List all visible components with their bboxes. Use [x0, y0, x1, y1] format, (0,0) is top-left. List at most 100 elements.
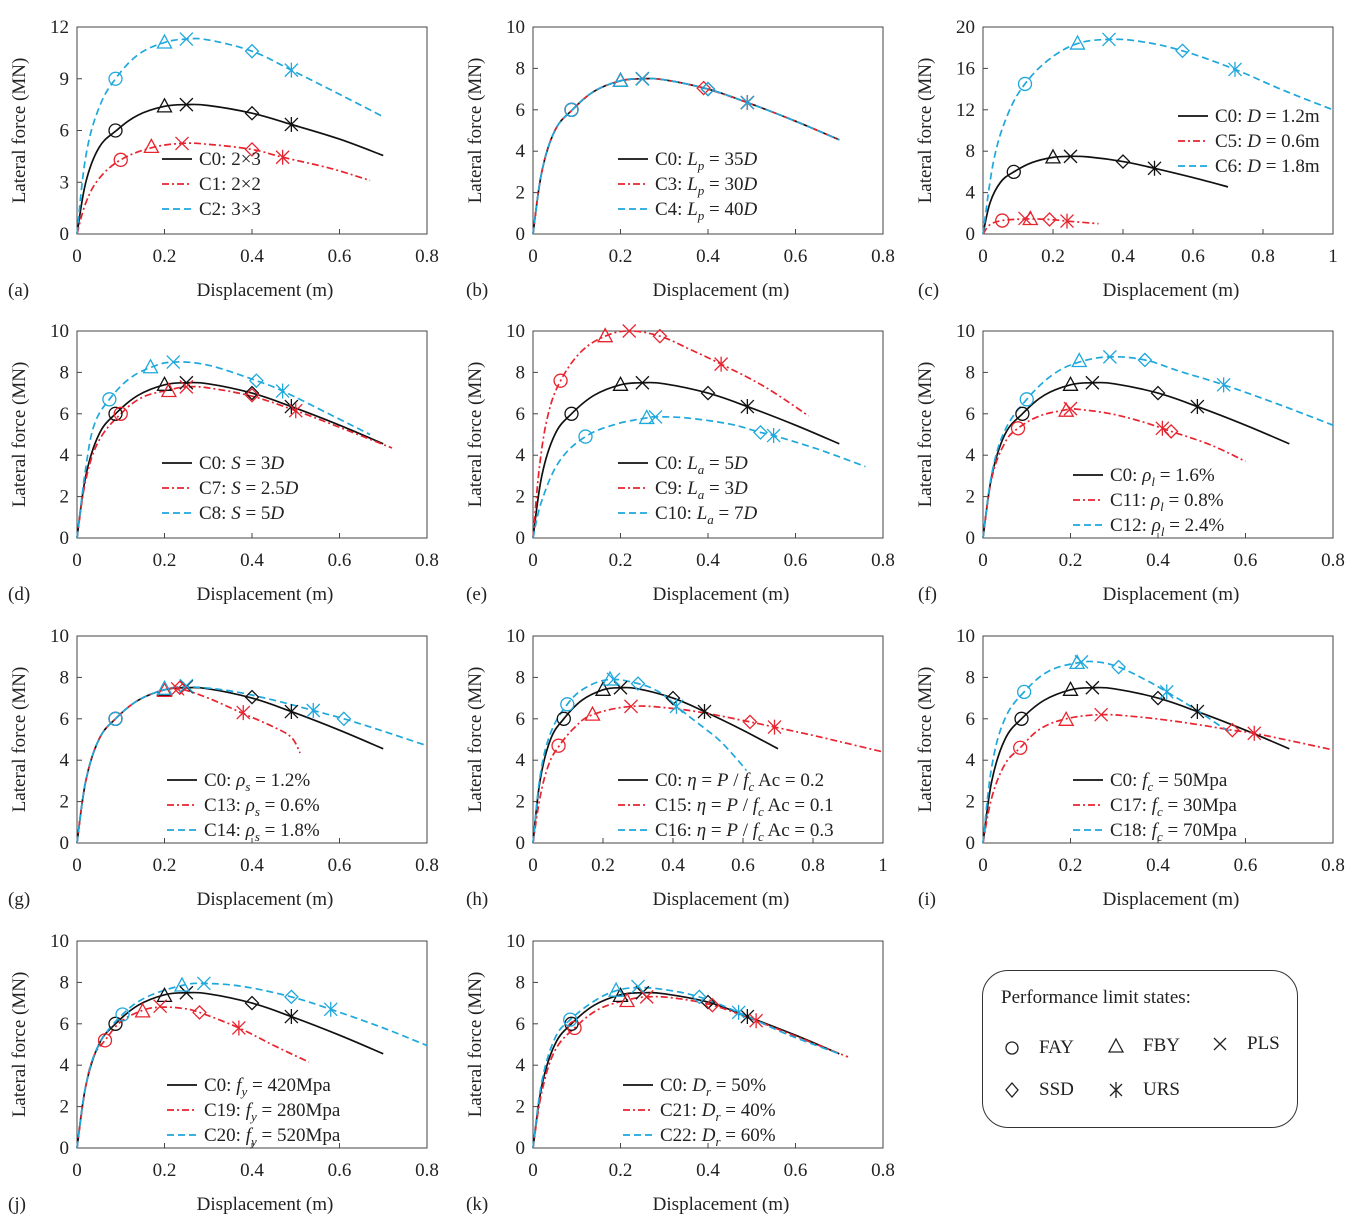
series-line-c0: [982, 381, 1290, 539]
x-tick-label: 0.6: [784, 1160, 808, 1181]
y-tick-label: 4: [966, 445, 976, 466]
x-marker-pls: [1074, 654, 1089, 669]
legend-item-pls: PLS: [1209, 1033, 1280, 1055]
asterisk-marker-urs: [740, 95, 755, 111]
x-tick-label: 0.8: [871, 246, 895, 267]
panel-label: (j): [8, 1194, 26, 1215]
x-marker-pls: [635, 71, 650, 86]
asterisk-marker-urs: [284, 62, 299, 78]
asterisk-marker-urs: [1155, 420, 1170, 436]
y-tick-label: 0: [516, 1138, 526, 1159]
triangle-marker-fby: [597, 327, 614, 343]
x-tick-label: 0: [978, 550, 988, 571]
diamond-marker-ssd: [652, 328, 668, 344]
panel-label: (d): [8, 584, 30, 605]
x-tick-label: 0: [72, 1160, 82, 1181]
legend-entry-label: C17: fc = 30Mpa: [1110, 795, 1237, 819]
y-tick-label: 2: [60, 792, 70, 813]
x-tick-label: 0.8: [871, 1160, 895, 1181]
x-tick-label: 0.4: [240, 246, 264, 267]
asterisk-marker-urs: [231, 1020, 246, 1036]
legend-entry-label: C15: η = P / fc Ac = 0.1: [655, 795, 834, 819]
legend-entry-label: C3: Lp = 30D: [655, 174, 758, 198]
x-tick-label: 0.8: [1321, 855, 1345, 876]
circle-marker-fay: [113, 406, 128, 421]
x-tick-label: 0.6: [328, 246, 352, 267]
circle-marker-fay: [563, 1012, 578, 1027]
diamond-marker-ssd: [700, 81, 716, 97]
triangle-marker-fby: [143, 138, 160, 154]
limit-state-markers-c9: [553, 324, 729, 388]
triangle-marker-fby: [638, 409, 655, 425]
triangle-marker-fby: [1069, 34, 1086, 50]
x-axis-label: Displacement (m): [653, 280, 790, 301]
asterisk-marker-urs: [1190, 399, 1205, 415]
y-tick-label: 0: [966, 224, 976, 245]
asterisk-marker-urs: [284, 1009, 299, 1025]
x-axis-label: Displacement (m): [197, 584, 334, 605]
y-tick-label: 8: [966, 362, 976, 383]
x-tick-label: 0.8: [1251, 246, 1275, 267]
y-axis-label: Lateral force (MN): [465, 362, 486, 508]
legend-entry-label: C0: fc = 50Mpa: [1110, 770, 1228, 794]
circle-marker-fay: [1015, 406, 1030, 421]
asterisk-marker-urs: [284, 704, 299, 720]
triangle-marker-fby: [612, 71, 629, 87]
panel-label: (f): [918, 584, 937, 605]
asterisk-marker-urs: [1060, 213, 1074, 229]
series-line-c6: [982, 38, 1334, 235]
x-tick-label: 0.6: [1234, 550, 1258, 571]
legend-entry-label: C0: La = 5D: [655, 453, 748, 477]
circle-marker-fay: [1016, 684, 1032, 700]
x-axis-label: Displacement (m): [1103, 280, 1240, 301]
circle-marker-fay: [578, 429, 593, 444]
diamond-marker-ssd: [753, 425, 768, 440]
y-tick-label: 0: [516, 528, 526, 549]
x-marker-pls: [1102, 349, 1117, 364]
y-tick-label: 8: [60, 362, 70, 383]
series-legend: C0: ρs = 1.2%C13: ρs = 0.6%C14: ρs = 1.8…: [167, 770, 320, 844]
legend-entry-label: C8: S = 5D: [199, 503, 284, 524]
x-marker-pls: [1085, 680, 1100, 695]
x-marker-pls: [179, 379, 194, 394]
legend-entry-label: C12: ρl = 2.4%: [1110, 515, 1224, 539]
y-axis-label: Lateral force (MN): [915, 667, 936, 813]
x-tick-label: 0.2: [153, 855, 177, 876]
x-axis-label: Displacement (m): [1103, 584, 1240, 605]
x-tick-label: 0: [978, 855, 988, 876]
panel-label: (b): [466, 280, 488, 301]
y-tick-label: 4: [60, 445, 70, 466]
diamond-marker-ssd: [1224, 722, 1240, 738]
diamond-marker-ssd: [244, 142, 260, 157]
circle-marker-icon: [1005, 1041, 1019, 1055]
series-legend: C0: S = 3D C7: S = 2.5D C8: S = 5D: [162, 453, 299, 524]
y-tick-label: 12: [956, 100, 975, 121]
y-tick-label: 8: [516, 58, 526, 79]
legend-entry-label: C0: Lp = 35D: [655, 149, 758, 173]
asterisk-marker-urs: [1190, 704, 1205, 720]
diamond-marker-ssd: [248, 373, 264, 389]
limit-state-markers-c1: [113, 136, 290, 167]
diamond-marker-ssd: [1042, 212, 1057, 227]
legend-entry-label: C20: fy = 520Mpa: [204, 1125, 341, 1149]
x-tick-label: 0.6: [1181, 246, 1205, 267]
y-tick-label: 0: [60, 528, 70, 549]
x-tick-label: 0: [72, 246, 82, 267]
limit-state-markers-c19: [97, 999, 246, 1048]
x-axis-label: Displacement (m): [197, 889, 334, 910]
asterisk-marker-urs: [766, 428, 781, 444]
legend-entry-label: C5: D = 0.6m: [1215, 131, 1320, 152]
triangle-marker-fby: [618, 992, 636, 1008]
y-tick-label: 2: [966, 487, 976, 508]
chart-panel-i: 0 0.2 0.4 0.6 0.8 0 2 4 6 8 10 Displacement (m) Late…: [915, 626, 1345, 910]
x-marker-pls: [648, 409, 663, 424]
triangle-marker-fby: [156, 33, 173, 49]
y-tick-label: 8: [516, 667, 526, 688]
series-legend: C0: Dr = 50%C21: Dr = 40%C22: Dr = 60%: [623, 1075, 776, 1149]
diamond-marker-ssd: [1115, 154, 1131, 169]
x-tick-label: 0.4: [1111, 246, 1135, 267]
triangle-marker-icon: [1107, 1037, 1125, 1053]
chart-panel-a: 0 0.2 0.4 0.6 0.8 0 3 6 9 12 Displacement (m) Later…: [8, 17, 439, 301]
x-tick-label: 0.4: [661, 855, 685, 876]
